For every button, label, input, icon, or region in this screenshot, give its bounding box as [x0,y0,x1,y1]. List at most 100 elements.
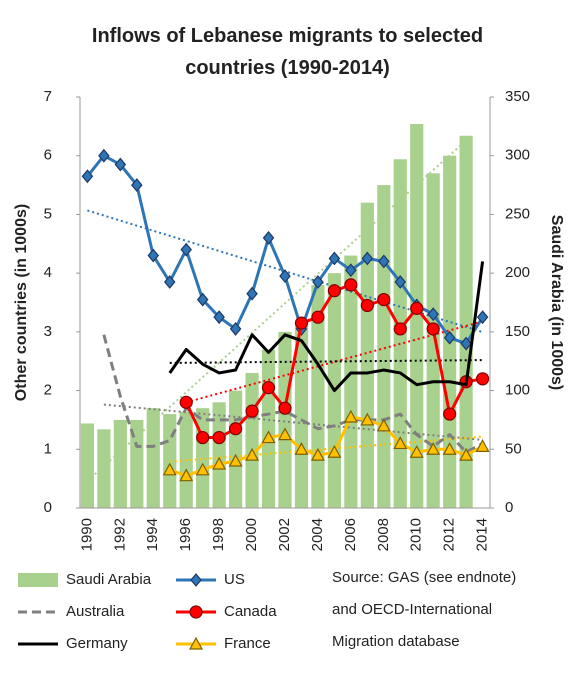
marker [294,442,309,455]
trendline [103,403,483,441]
y-tick-label: 3 [44,323,52,340]
source-note: and OECD-International [332,601,492,618]
marker [98,148,110,163]
x-tick-label: 2006 [342,518,359,551]
bar [426,173,440,509]
y-axis-label: Other countries (in 1000s) [13,204,30,401]
bar [344,255,358,508]
marker [476,310,489,325]
marker [278,401,292,415]
marker [245,447,260,461]
y2-tick-label: 0 [505,499,513,516]
marker [163,275,176,289]
marker [376,418,391,432]
bar [212,402,226,508]
marker [360,412,375,426]
marker [180,242,192,257]
marker [229,321,242,336]
y-tick-label: 7 [44,88,52,105]
source-note: Migration database [332,633,460,650]
marker [426,322,440,336]
marker [246,286,258,301]
bar [229,390,243,508]
marker [114,157,127,172]
marker [213,310,225,325]
marker [378,254,390,269]
marker [426,442,441,455]
legend-marker [188,636,204,650]
marker [279,269,291,284]
bar [360,202,374,508]
marker [81,169,94,184]
bar [113,419,127,508]
legend-marker [190,573,202,587]
marker [409,444,424,458]
y2-tick-label: 150 [505,323,530,340]
bar [278,331,292,508]
marker [277,427,293,441]
marker [179,468,194,482]
marker [360,298,374,313]
x-tick-label: 1990 [78,518,95,551]
y2-tick-label: 100 [505,382,530,399]
bar [459,135,473,508]
y-tick-label: 4 [44,264,52,281]
legend-label: Germany [66,635,128,652]
x-tick-label: 1998 [210,518,227,551]
marker [196,292,209,307]
marker [410,301,424,315]
x-tick-label: 2014 [474,518,491,551]
marker [179,395,193,409]
y2-tick-label: 300 [505,147,530,164]
marker [262,230,275,245]
bar [377,185,391,509]
marker [228,453,243,467]
bar [97,429,111,508]
marker [328,251,341,266]
x-tick-label: 2008 [375,518,392,551]
marker [245,404,259,418]
line [168,261,485,393]
marker [459,447,474,461]
marker [460,336,472,351]
marker [310,447,325,461]
legend-label: US [224,571,245,588]
bar [311,284,325,508]
marker [327,284,341,298]
marker [443,330,456,345]
marker [475,439,490,452]
y2-tick-label: 200 [505,264,530,281]
x-tick-label: 1996 [177,518,194,551]
y-tick-label: 6 [44,147,52,164]
bar [410,124,424,508]
marker [196,430,210,445]
marker [131,178,143,193]
bar [245,372,259,508]
marker [361,251,374,266]
legend-label: France [224,635,271,652]
y2-tick-label: 50 [505,440,522,457]
legend-marker [189,605,203,619]
marker [212,430,226,445]
x-tick-label: 2002 [276,518,293,551]
bar [80,423,94,508]
marker [475,372,490,386]
marker [195,462,210,476]
y2-tick-label: 250 [505,205,530,222]
legend-label: Saudi Arabia [66,571,152,588]
marker [229,422,243,436]
source-note: Source: GAS (see endnote) [332,569,516,586]
legend-label: Canada [224,603,277,620]
marker [162,462,177,476]
y-tick-label: 5 [44,205,52,222]
y2-axis-label: Saudi Arabia (in 1000s) [548,215,565,390]
marker [393,436,408,450]
marker [427,307,439,322]
bar [146,408,160,508]
y-tick-label: 1 [44,440,52,457]
marker [442,442,457,455]
trendline [169,359,483,364]
legend-label: Australia [66,603,125,620]
marker [147,248,160,263]
